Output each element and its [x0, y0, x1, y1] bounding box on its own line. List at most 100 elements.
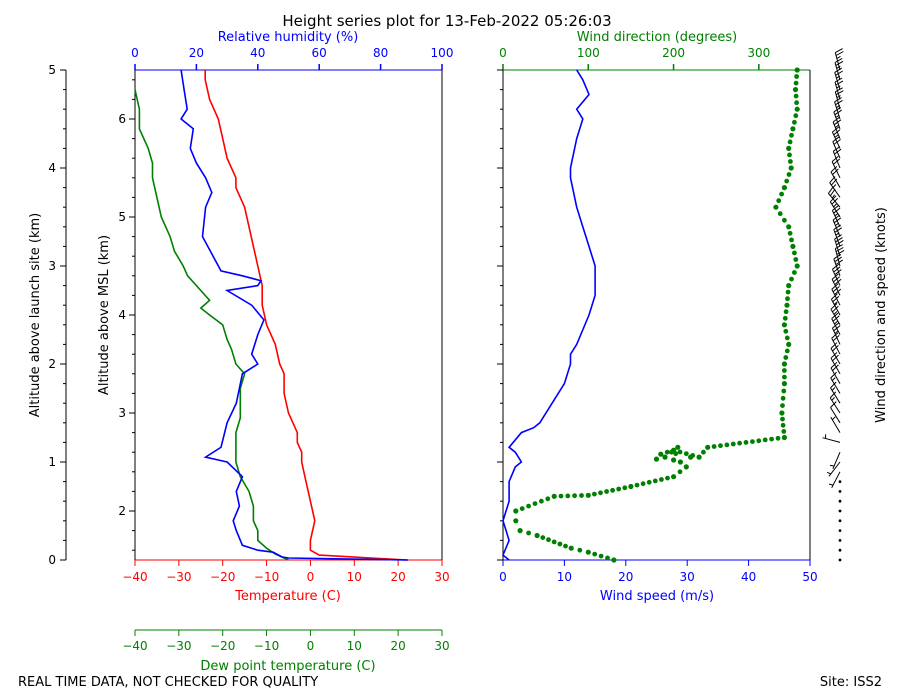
wind-barb-full — [833, 266, 841, 273]
agl-tick-label: 1 — [48, 455, 56, 469]
wind-direction-point — [563, 543, 568, 549]
wind-barb-full — [830, 342, 838, 349]
wind-barb-half — [833, 203, 837, 208]
wind-barb-staff — [829, 201, 841, 218]
wind-barb-full — [835, 247, 844, 252]
wind-barb-half — [826, 471, 832, 475]
wind-barb-full — [829, 391, 837, 399]
wind-barb-calm — [838, 480, 842, 483]
wind-barb-full — [832, 305, 839, 313]
wind-direction-point — [793, 80, 799, 86]
agl-tick-label: 3 — [48, 259, 56, 273]
temp-tick-label: −20 — [210, 570, 235, 584]
wind-direction-point — [784, 178, 790, 184]
wind-direction-point — [737, 440, 742, 446]
wind-direction-point — [683, 464, 689, 470]
wind-barb-half — [829, 464, 835, 467]
rh-tick-label: 60 — [312, 46, 327, 60]
rh-axis-label: Relative humidity (%) — [218, 30, 359, 45]
wind-barb-staff — [832, 219, 841, 237]
footer-site: Site: ISS2 — [820, 675, 882, 690]
wind-barb-full — [832, 344, 839, 352]
temp-tick-label: 0 — [307, 570, 315, 584]
wind-barb-staff — [834, 248, 841, 267]
wind-direction-point — [677, 469, 683, 475]
wind-barb-half — [836, 65, 841, 69]
wind-barb-full — [834, 217, 842, 224]
wind-direction-point — [787, 152, 792, 158]
wind-direction-point — [730, 441, 736, 447]
wind-barb-calm — [838, 539, 842, 542]
right-series — [502, 67, 800, 563]
wind-speed-axis-label: Wind speed (m/s) — [600, 589, 714, 604]
wind-barb-calm — [838, 519, 842, 523]
dewpoint-tick-label: 20 — [391, 639, 406, 653]
wind-direction-tick-label: 0 — [499, 46, 507, 60]
wind-direction-point — [786, 224, 792, 230]
agl-tick-label: 2 — [48, 357, 56, 371]
rh-tick-label: 40 — [250, 46, 265, 60]
wind-barb-calm — [838, 509, 842, 513]
wind-barb-full — [835, 237, 843, 243]
wind-direction-point — [780, 416, 785, 422]
wind-direction-point — [776, 198, 782, 204]
temp-line — [204, 70, 407, 561]
wind-barb-half — [834, 330, 839, 334]
wind-direction-point — [634, 482, 640, 488]
wind-barbs — [822, 48, 845, 562]
temp-tick-label: 30 — [434, 570, 449, 584]
wind-direction-point — [545, 496, 551, 502]
wind-direction-point — [592, 491, 597, 497]
wind-barb-full — [835, 60, 844, 66]
temp-tick-label: −40 — [122, 570, 147, 584]
wind-barb-full — [832, 168, 839, 175]
wind-direction-point — [605, 555, 610, 561]
wind-direction-point — [790, 243, 796, 249]
wind-speed-tick-label: 20 — [618, 570, 633, 584]
wind-direction-point — [794, 100, 799, 106]
wind-direction-point — [780, 422, 786, 428]
wind-direction-point — [652, 478, 658, 484]
wind-speed-line — [502, 69, 596, 561]
wind-direction-point — [782, 368, 787, 373]
wind-speed-tick-label: 50 — [802, 570, 817, 584]
wind-direction-point — [659, 477, 664, 482]
footer-disclaimer: REAL TIME DATA, NOT CHECKED FOR QUALITY — [18, 675, 318, 690]
wind-barb-half — [831, 387, 836, 391]
agl-tick-label: 0 — [48, 553, 56, 567]
wind-barb-full — [834, 148, 842, 155]
wind-barb-staff — [831, 131, 841, 149]
wind-barb-half — [836, 85, 841, 89]
wind-direction-point — [789, 132, 794, 138]
wind-barb-staff — [832, 141, 841, 159]
wind-direction-point — [683, 451, 689, 457]
wind-direction-point — [519, 506, 525, 511]
wind-barb-full — [834, 234, 842, 240]
dewpoint-tick-label: 0 — [307, 639, 315, 653]
wind-barb-staff — [828, 193, 841, 208]
right-ticks: 0 10 20 30 40 50 0 100 200 300 — [497, 46, 818, 584]
wind-direction-point — [611, 557, 617, 563]
wind-direction-point — [540, 535, 546, 540]
wind-barb-staff — [833, 229, 841, 247]
wind-direction-point — [677, 449, 683, 455]
wind-direction-point — [653, 456, 660, 462]
wind-direction-point — [792, 87, 799, 93]
wind-direction-point — [786, 172, 792, 177]
temp-tick-label: 10 — [347, 570, 362, 584]
wind-barb-half — [833, 311, 838, 315]
right-panel: 0 10 20 30 40 50 0 100 200 300 Wind speed (m/s) W… — [497, 30, 818, 604]
wind-direction-point — [794, 263, 800, 269]
wind-direction-point — [792, 119, 797, 125]
dewpoint-tick-label: −30 — [166, 639, 191, 653]
wind-barb-full — [833, 158, 841, 165]
wind-direction-point — [517, 528, 523, 534]
wind-direction-point — [539, 498, 544, 504]
wind-barb-staff — [831, 288, 841, 306]
wind-barb-half — [828, 483, 834, 486]
wind-direction-point — [790, 126, 796, 132]
wind-direction-point — [794, 106, 800, 112]
